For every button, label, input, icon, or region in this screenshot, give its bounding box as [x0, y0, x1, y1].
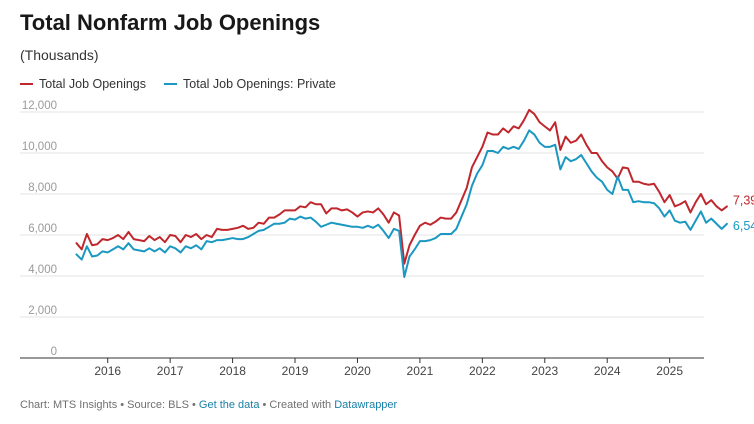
y-tick-label: 0	[51, 346, 57, 358]
legend-swatch-total	[20, 83, 33, 85]
footer-source-prefix: • Source:	[117, 399, 169, 411]
y-tick-label: 2,000	[28, 305, 57, 317]
legend-item-total: Total Job Openings	[20, 77, 146, 91]
datawrapper-link[interactable]: Datawrapper	[334, 399, 398, 411]
chart-title: Total Nonfarm Job Openings	[20, 10, 321, 35]
x-tick-label: 2021	[407, 364, 434, 378]
x-tick-label: 2023	[531, 364, 558, 378]
footer-created-prefix: • Created with	[259, 399, 335, 411]
legend: Total Job Openings Total Job Openings: P…	[20, 77, 336, 91]
series-line-private	[75, 129, 728, 279]
x-tick-label: 2022	[469, 364, 496, 378]
y-tick-label: 8,000	[28, 182, 57, 194]
x-tick-label: 2019	[282, 364, 309, 378]
footer-source: BLS	[168, 399, 189, 411]
get-the-data-link[interactable]: Get the data	[198, 399, 260, 411]
end-label-private: 6,544	[733, 219, 754, 233]
legend-label-private: Total Job Openings: Private	[183, 77, 336, 91]
y-tick-label: 10,000	[22, 141, 57, 153]
chart-subtitle: (Thousands)	[20, 47, 99, 63]
legend-item-private: Total Job Openings: Private	[164, 77, 336, 91]
legend-swatch-private	[164, 83, 178, 85]
x-tick-label: 2020	[344, 364, 371, 378]
y-tick-label: 6,000	[28, 223, 57, 235]
footer-sep: •	[188, 399, 199, 411]
x-tick-label: 2016	[94, 364, 121, 378]
x-tick-label: 2025	[656, 364, 683, 378]
legend-label-total: Total Job Openings	[39, 77, 147, 91]
x-tick-label: 2017	[157, 364, 184, 378]
end-label-total: 7,391	[733, 193, 754, 207]
series-line-total	[75, 108, 728, 265]
footer-chart-source: MTS Insights	[53, 399, 118, 411]
x-tick-label: 2024	[594, 364, 621, 378]
chart-footer: Chart: MTS Insights • Source: BLS • Get …	[20, 399, 397, 411]
x-tick-label: 2018	[219, 364, 246, 378]
footer-chart-prefix: Chart:	[20, 399, 54, 411]
y-tick-label: 4,000	[28, 264, 57, 276]
y-tick-label: 12,000	[22, 100, 57, 112]
